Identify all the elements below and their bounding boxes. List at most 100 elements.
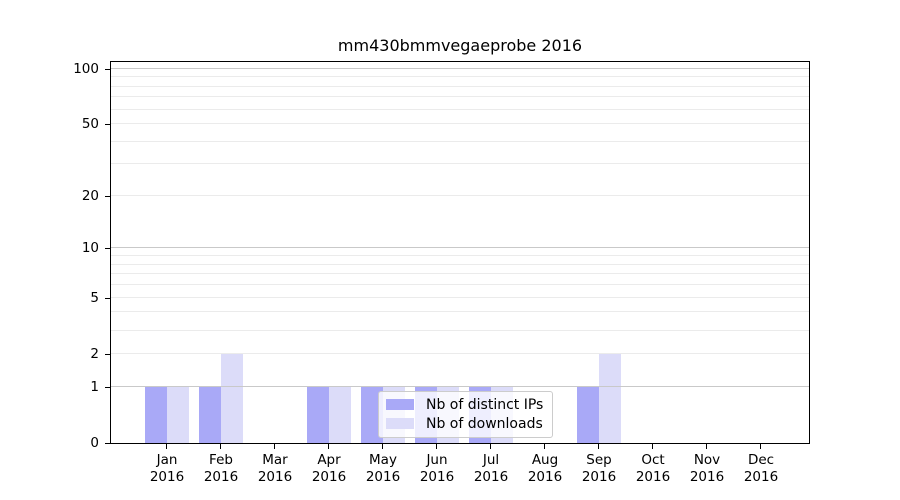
x-tick-month: Jul bbox=[482, 452, 500, 468]
gridlines-layer bbox=[111, 62, 809, 443]
bar-distinct-ips bbox=[199, 386, 221, 443]
x-tick-year: 2016 bbox=[473, 469, 509, 485]
x-tick-month: Dec bbox=[747, 452, 775, 468]
x-tick-label: Aug 2016 bbox=[515, 452, 575, 486]
x-tick-label: Jul 2016 bbox=[461, 452, 521, 486]
x-tick-mark bbox=[544, 444, 545, 449]
x-tick-mark bbox=[652, 444, 653, 449]
x-tick-label: May 2016 bbox=[353, 452, 413, 486]
plot-area: Nb of distinct IPs Nb of downloads bbox=[110, 61, 810, 444]
gridline-minor bbox=[111, 284, 809, 286]
legend-label-downloads: Nb of downloads bbox=[426, 415, 543, 432]
x-tick-mark bbox=[436, 444, 437, 449]
gridline-minor bbox=[111, 76, 809, 78]
y-tick-label: 2 bbox=[90, 345, 99, 362]
gridline-minor bbox=[111, 163, 809, 165]
bar-downloads bbox=[167, 386, 189, 443]
bar-distinct-ips bbox=[361, 386, 383, 443]
bar-downloads bbox=[599, 353, 621, 443]
x-tick-label: Apr 2016 bbox=[299, 452, 359, 486]
x-tick-label: Jun 2016 bbox=[407, 452, 467, 486]
x-tick-mark bbox=[490, 444, 491, 449]
y-tick-mark bbox=[105, 386, 110, 388]
gridline-minor bbox=[111, 352, 809, 354]
bar-distinct-ips bbox=[307, 386, 329, 443]
x-tick-month: Apr bbox=[317, 452, 341, 468]
x-tick-month: Jun bbox=[426, 452, 448, 468]
y-tick-mark bbox=[105, 443, 110, 444]
x-tick-year: 2016 bbox=[635, 469, 671, 485]
x-tick-year: 2016 bbox=[527, 469, 563, 485]
x-tick-year: 2016 bbox=[743, 469, 779, 485]
x-tick-year: 2016 bbox=[257, 469, 293, 485]
x-tick-mark bbox=[382, 444, 383, 449]
gridline-major bbox=[111, 67, 809, 69]
x-tick-mark bbox=[166, 444, 167, 449]
gridline-minor bbox=[111, 255, 809, 257]
x-tick-month: Jan bbox=[156, 452, 178, 468]
y-tick-mark bbox=[105, 353, 110, 355]
legend-item-downloads: Nb of downloads bbox=[386, 414, 543, 433]
x-tick-year: 2016 bbox=[581, 469, 617, 485]
x-tick-month: Oct bbox=[641, 452, 665, 468]
x-tick-label: Nov 2016 bbox=[677, 452, 737, 486]
x-tick-label: Jan 2016 bbox=[137, 452, 197, 486]
bar-distinct-ips bbox=[145, 386, 167, 443]
x-tick-year: 2016 bbox=[365, 469, 401, 485]
y-tick-label: 50 bbox=[81, 116, 99, 133]
x-tick-mark bbox=[598, 444, 599, 449]
gridline-minor bbox=[111, 195, 809, 197]
x-tick-year: 2016 bbox=[689, 469, 725, 485]
gridline-minor bbox=[111, 96, 809, 98]
gridline-minor bbox=[111, 329, 809, 331]
x-tick-mark bbox=[706, 444, 707, 449]
gridline-minor bbox=[111, 273, 809, 275]
gridline-minor bbox=[111, 140, 809, 142]
x-tick-year: 2016 bbox=[419, 469, 455, 485]
gridline-minor bbox=[111, 123, 809, 125]
y-tick-mark bbox=[105, 297, 110, 299]
x-tick-label: Dec 2016 bbox=[731, 452, 791, 486]
y-tick-label: 5 bbox=[90, 289, 99, 306]
legend-swatch-distinct-ips bbox=[386, 399, 414, 410]
y-tick-mark bbox=[105, 196, 110, 198]
legend: Nb of distinct IPs Nb of downloads bbox=[378, 391, 554, 438]
x-tick-label: Oct 2016 bbox=[623, 452, 683, 486]
x-tick-year: 2016 bbox=[311, 469, 347, 485]
x-tick-label: Sep 2016 bbox=[569, 452, 629, 486]
gridline-minor bbox=[111, 108, 809, 110]
chart-title: mm430bmmvegaeprobe 2016 bbox=[337, 36, 583, 55]
legend-label-distinct-ips: Nb of distinct IPs bbox=[426, 396, 544, 413]
bar-downloads bbox=[221, 353, 243, 443]
x-tick-month: Sep bbox=[586, 452, 612, 468]
y-tick-label: 10 bbox=[81, 240, 99, 257]
y-tick-label: 100 bbox=[73, 60, 99, 77]
x-tick-year: 2016 bbox=[149, 469, 185, 485]
y-tick-label: 0 bbox=[90, 435, 99, 451]
gridline-minor bbox=[111, 311, 809, 313]
gridline-minor bbox=[111, 85, 809, 87]
y-tick-mark bbox=[105, 68, 110, 70]
gridline-minor bbox=[111, 296, 809, 298]
legend-swatch-downloads bbox=[386, 418, 414, 429]
gridline-major bbox=[111, 385, 809, 387]
y-tick-mark bbox=[105, 124, 110, 126]
x-tick-mark bbox=[220, 444, 221, 449]
y-tick-mark bbox=[105, 248, 110, 250]
x-tick-mark bbox=[274, 444, 275, 449]
x-tick-mark bbox=[328, 444, 329, 449]
y-tick-label: 20 bbox=[81, 188, 99, 205]
x-tick-month: Nov bbox=[693, 452, 721, 468]
y-tick-label: 1 bbox=[90, 378, 99, 395]
bar-downloads bbox=[329, 386, 351, 443]
gridline-minor bbox=[111, 263, 809, 265]
x-tick-label: Mar 2016 bbox=[245, 452, 305, 486]
bar-distinct-ips bbox=[577, 386, 599, 443]
x-tick-year: 2016 bbox=[203, 469, 239, 485]
legend-item-distinct-ips: Nb of distinct IPs bbox=[386, 395, 543, 414]
x-tick-label: Feb 2016 bbox=[191, 452, 251, 486]
x-tick-mark bbox=[760, 444, 761, 449]
x-tick-month: Aug bbox=[531, 452, 559, 468]
x-tick-month: May bbox=[369, 452, 397, 468]
